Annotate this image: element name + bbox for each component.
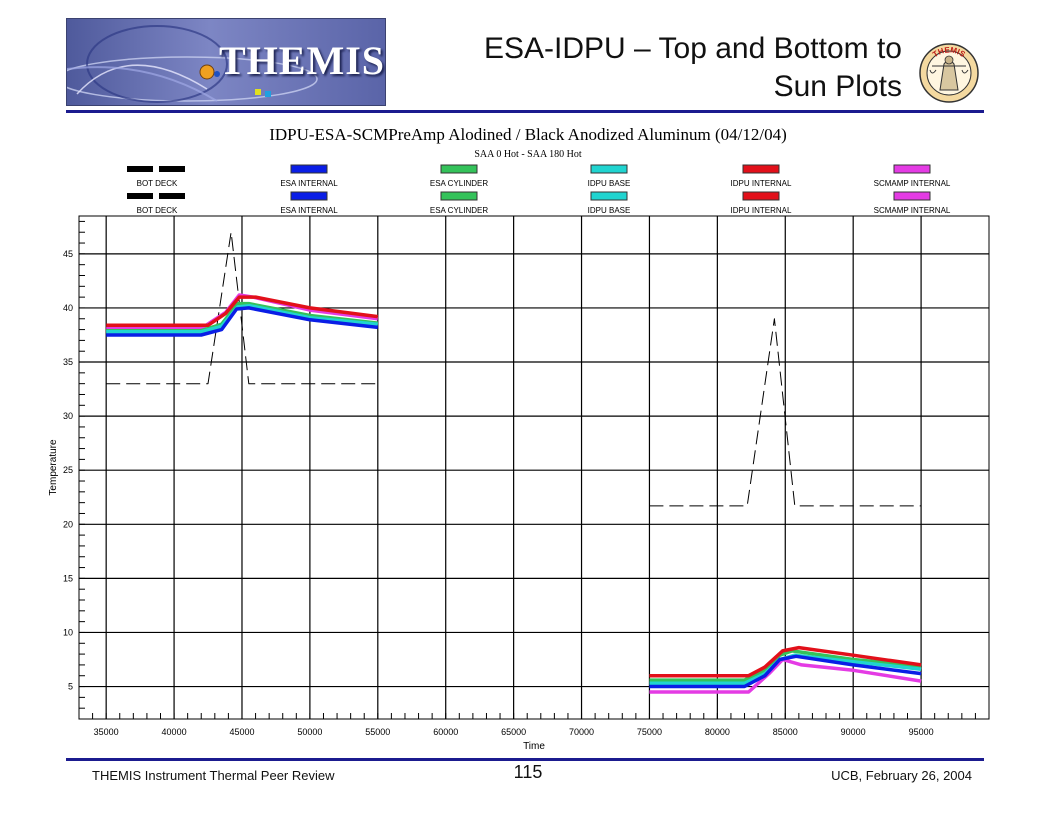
- x-tick-label: 50000: [297, 727, 322, 737]
- legend-label: IDPU BASE: [588, 179, 631, 188]
- plot-area: [78, 215, 990, 720]
- y-tick-label: 35: [63, 357, 73, 367]
- themis-logo-banner: THEMIS: [66, 18, 386, 106]
- legend-swatch: [590, 164, 628, 174]
- legend-label: ESA CYLINDER: [430, 179, 488, 188]
- themis-seal-icon: THEMIS: [919, 43, 979, 103]
- x-tick-label: 35000: [94, 727, 119, 737]
- legend-swatch: [127, 166, 153, 172]
- legend-swatch: [590, 191, 628, 201]
- y-tick-label: 5: [68, 682, 73, 692]
- x-tick-label: 40000: [162, 727, 187, 737]
- slide-title-line1: ESA-IDPU – Top and Bottom to: [484, 32, 902, 65]
- x-tick-label: 60000: [433, 727, 458, 737]
- legend-label: SCMAMP INTERNAL: [874, 206, 951, 215]
- x-tick-label: 70000: [569, 727, 594, 737]
- x-axis-title: Time: [523, 741, 545, 752]
- y-tick-label: 40: [63, 303, 73, 313]
- page-number: 115: [513, 762, 543, 782]
- legend-swatch: [159, 166, 185, 172]
- legend-swatch: [742, 191, 780, 201]
- y-tick-label: 45: [63, 249, 73, 259]
- x-tick-label: 75000: [637, 727, 662, 737]
- series-line-4-seg-0: [106, 306, 378, 337]
- legend-label: ESA CYLINDER: [430, 206, 488, 215]
- legend-swatch: [159, 193, 185, 199]
- y-axis-title: Temperature: [48, 439, 59, 496]
- y-tick-label: 30: [63, 411, 73, 421]
- legend-swatch: [290, 191, 328, 201]
- series-lines: [106, 231, 922, 694]
- chart-title: IDPU-ESA-SCMPreAmp Alodined / Black Anod…: [269, 125, 787, 144]
- legend-label: ESA INTERNAL: [280, 206, 338, 215]
- legend-label: SCMAMP INTERNAL: [874, 179, 951, 188]
- x-tick-label: 65000: [501, 727, 526, 737]
- footer-rule: [66, 758, 984, 761]
- legend-swatch: [440, 164, 478, 174]
- orbit-graphic: [67, 25, 318, 103]
- series-line-5-seg-1: [649, 645, 922, 678]
- legend-label: IDPU INTERNAL: [731, 206, 792, 215]
- legend-swatch: [290, 164, 328, 174]
- legend-label: ESA INTERNAL: [280, 179, 338, 188]
- legend-label: IDPU INTERNAL: [731, 179, 792, 188]
- earth-icon: [199, 64, 215, 80]
- legend-swatch: [893, 191, 931, 201]
- legend-swatch: [742, 164, 780, 174]
- footer-right-text: UCB, February 26, 2004: [831, 768, 972, 783]
- series-line-5-seg-0: [106, 295, 379, 328]
- x-tick-label: 90000: [841, 727, 866, 737]
- x-tick-label: 80000: [705, 727, 730, 737]
- legend-label: BOT DECK: [137, 179, 178, 188]
- slide-title-line2: Sun Plots: [773, 70, 902, 103]
- series-line-4-seg-1: [649, 654, 922, 689]
- x-tick-label: 45000: [229, 727, 254, 737]
- chart-legend: BOT DECK ESA INTERNAL ESA CYLINDER IDPU BAS…: [127, 164, 951, 215]
- minor-ticks: [79, 220, 976, 719]
- legend-swatch: [127, 193, 153, 199]
- y-tick-label: 25: [63, 465, 73, 475]
- series-line-3-seg-0: [106, 304, 378, 334]
- y-tick-label: 20: [63, 519, 73, 529]
- x-tick-label: 55000: [365, 727, 390, 737]
- logo-text: THEMIS: [219, 38, 386, 83]
- x-tick-label: 85000: [773, 727, 798, 737]
- series-line-0-seg-0: [106, 231, 378, 385]
- y-tick-label: 15: [63, 573, 73, 583]
- footer-left-text: THEMIS Instrument Thermal Peer Review: [92, 768, 335, 783]
- series-line-1-seg-0: [106, 293, 379, 331]
- grid-lines: [79, 216, 989, 719]
- y-tick-label: 10: [63, 627, 73, 637]
- slide-title: ESA-IDPU – Top and Bottom to Sun Plots: [382, 30, 902, 106]
- x-tick-label: 95000: [909, 727, 934, 737]
- tick-labels: 35000 40000 45000 50000 55000 60000 65000 70000…: [63, 249, 934, 737]
- chart-subtitle: SAA 0 Hot - SAA 180 Hot: [474, 149, 582, 160]
- legend-swatch: [440, 191, 478, 201]
- legend-label: IDPU BASE: [588, 206, 631, 215]
- series-line-0-seg-1: [649, 318, 922, 507]
- legend-swatch: [893, 164, 931, 174]
- header-rule: [66, 110, 984, 113]
- legend-label: BOT DECK: [137, 206, 178, 215]
